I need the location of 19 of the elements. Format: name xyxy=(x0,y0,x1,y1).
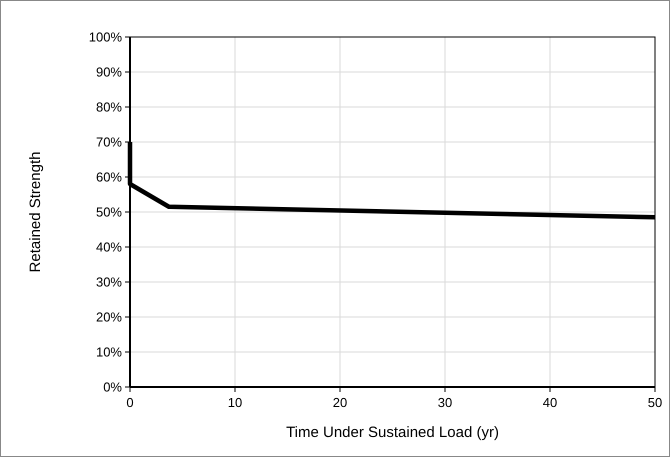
y-tick-label: 30% xyxy=(96,274,122,290)
y-axis-title: Retained Strength xyxy=(27,152,44,272)
y-tick-label: 50% xyxy=(96,204,122,220)
y-tick-label: 100% xyxy=(88,30,122,45)
x-tick-label: 30 xyxy=(438,395,452,410)
y-tick-label: 70% xyxy=(96,134,122,150)
y-tick-label: 20% xyxy=(96,310,122,325)
y-tick-label: 80% xyxy=(96,100,122,115)
x-tick-label: 50 xyxy=(648,395,662,410)
x-tick-label: 40 xyxy=(542,395,558,410)
y-tick-label: 0% xyxy=(103,380,122,395)
x-tick-label: 20 xyxy=(332,395,348,410)
x-axis-title: Time Under Sustained Load (yr) xyxy=(286,424,499,441)
y-tick-label: 10% xyxy=(96,344,122,360)
x-tick-label: 10 xyxy=(228,395,242,410)
y-tick-label: 40% xyxy=(96,240,122,255)
x-tick-label: 0 xyxy=(126,395,134,410)
y-tick-label: 90% xyxy=(96,64,122,80)
y-tick-label: 60% xyxy=(96,170,122,185)
